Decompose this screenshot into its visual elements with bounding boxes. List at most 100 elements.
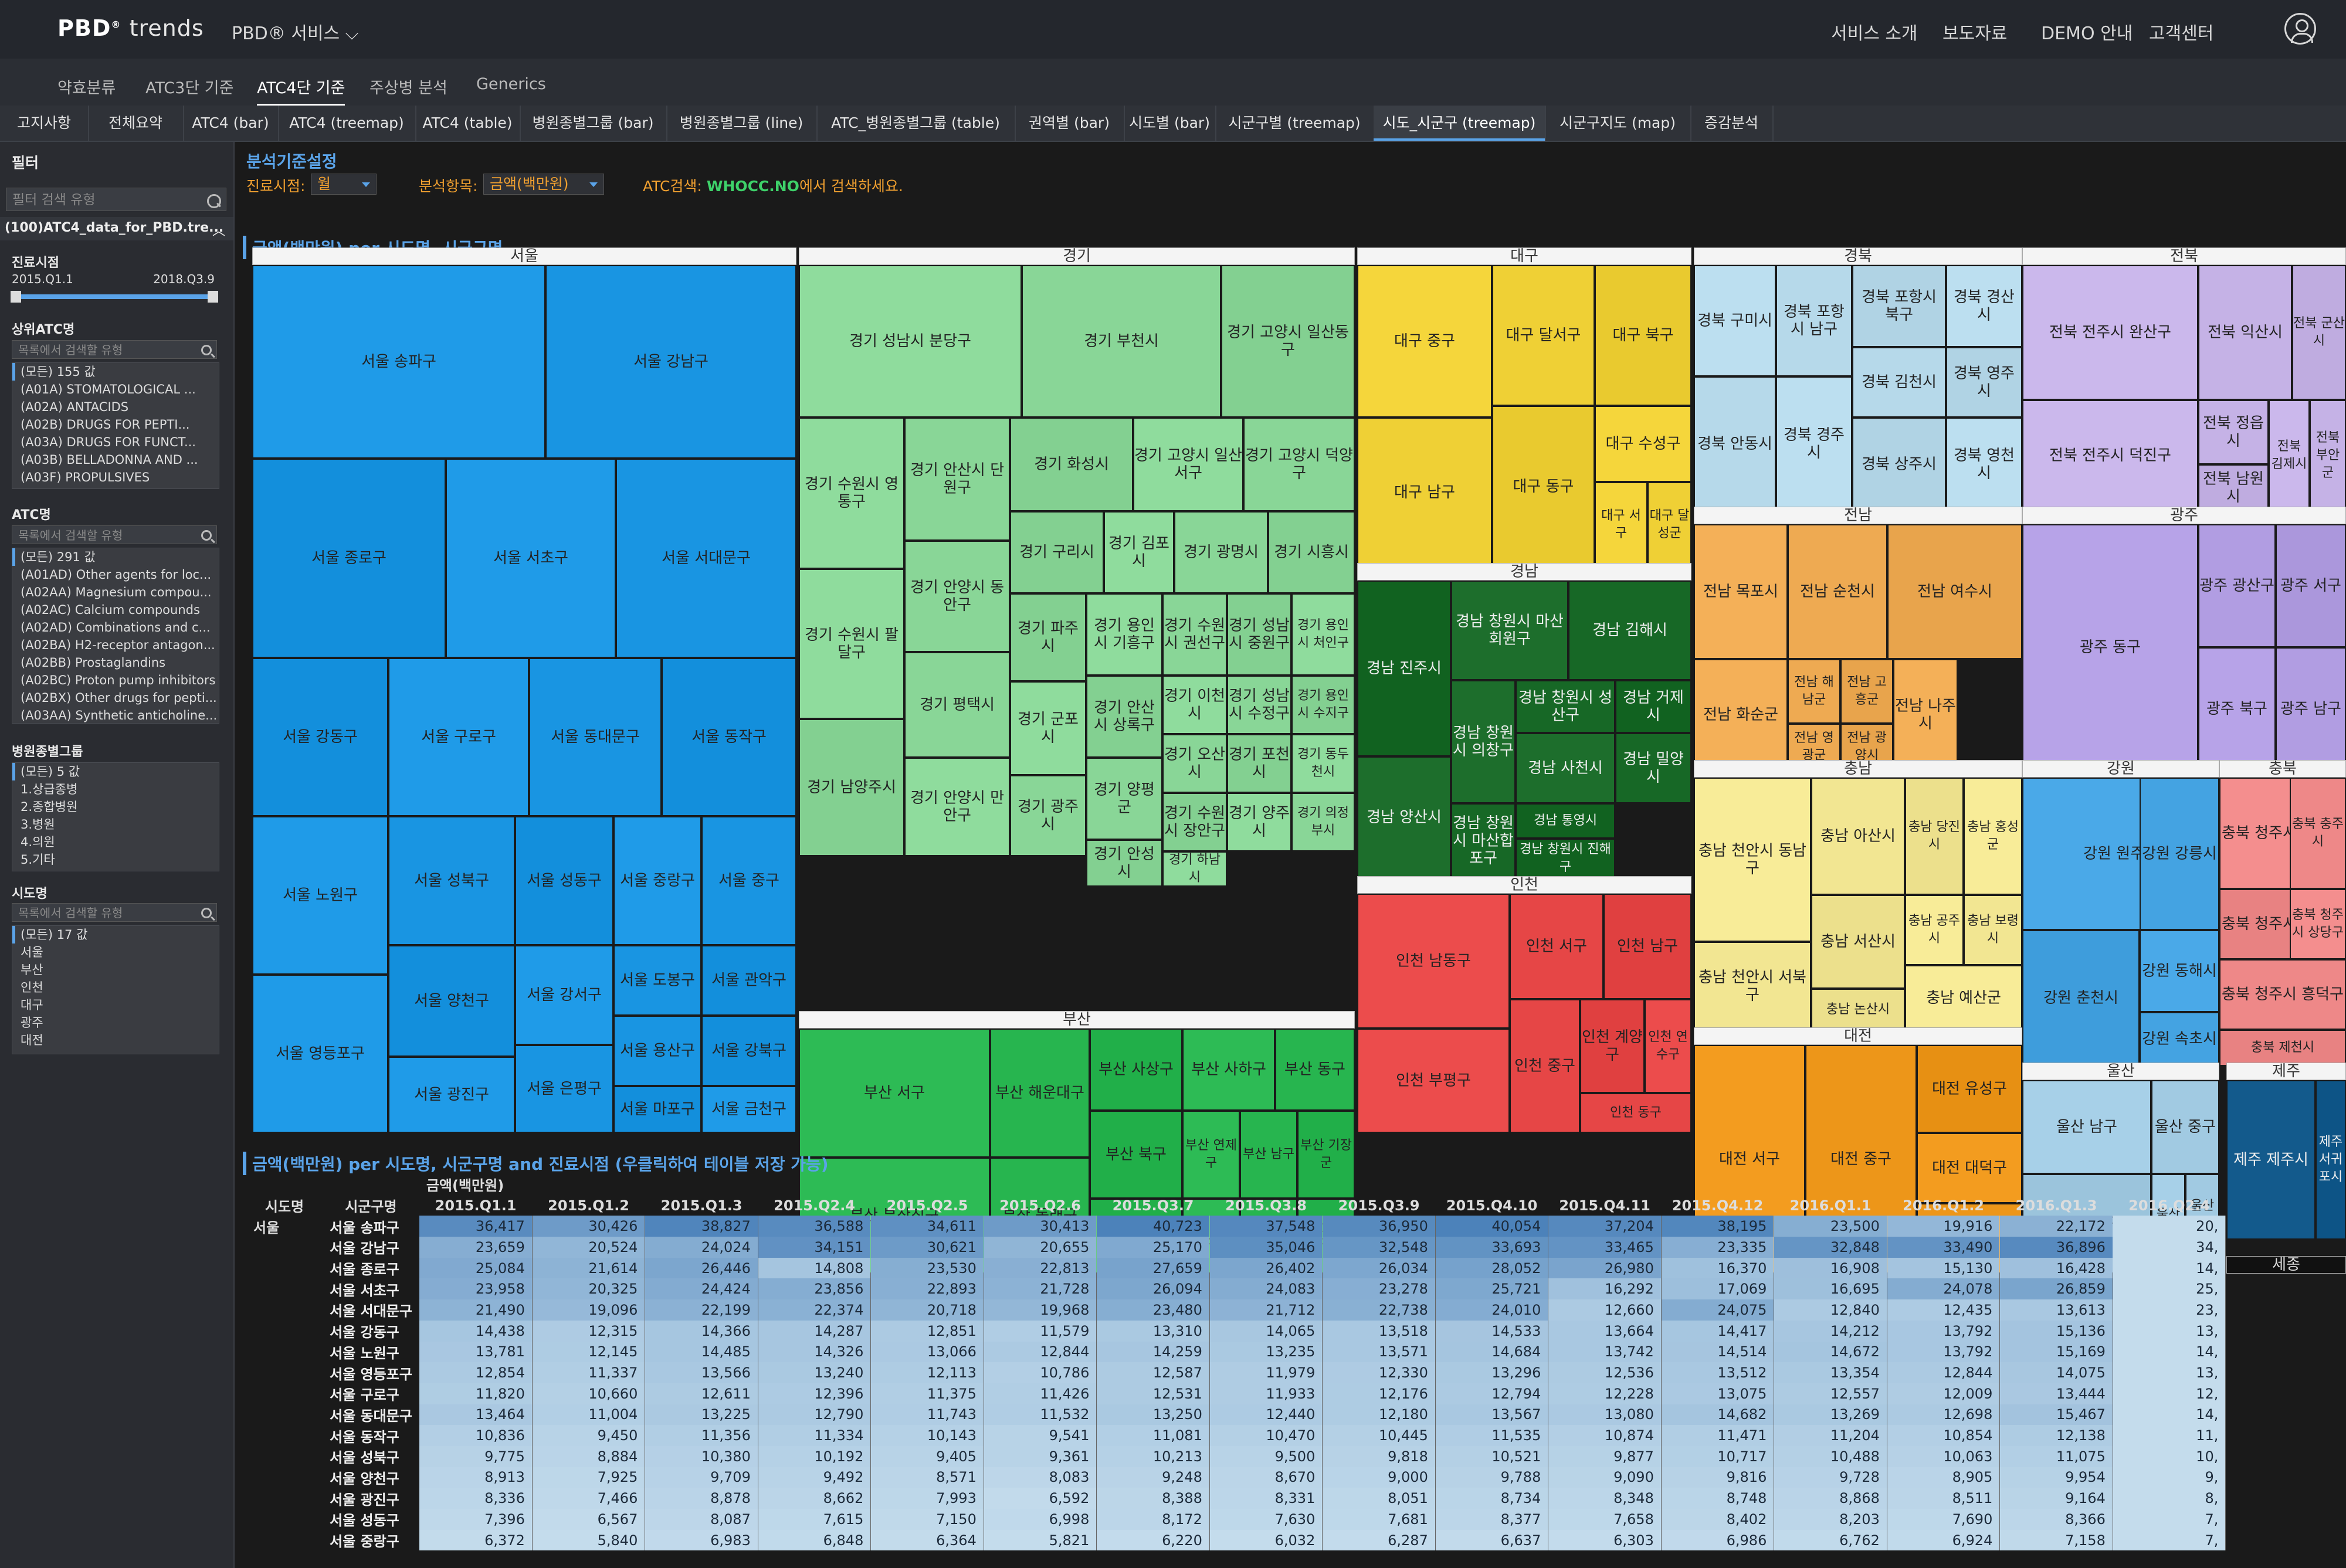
table-cell[interactable]: 11,081 (1096, 1425, 1210, 1446)
table-cell[interactable]: 34,611 (870, 1216, 984, 1237)
table-cell[interactable]: 14, (2113, 1404, 2226, 1426)
filter-option[interactable]: 서울 (21, 945, 43, 959)
treemap-cell[interactable]: 서울 광진구 (388, 1057, 515, 1133)
col-period[interactable]: 2015.Q2.4 (774, 1197, 856, 1214)
treemap-cell[interactable]: 전북 정읍시 (2198, 400, 2269, 464)
col-period[interactable]: 2015.Q4.11 (1559, 1197, 1650, 1214)
table-cell[interactable]: 12,660 (1548, 1299, 1662, 1321)
col-period[interactable]: 2015.Q4.10 (1446, 1197, 1538, 1214)
table-cell[interactable]: 24,010 (1435, 1299, 1549, 1321)
table-cell[interactable]: 12,854 (419, 1362, 533, 1383)
table-cell[interactable]: 11,426 (984, 1383, 1097, 1404)
treemap-cell[interactable]: 충남 천안시 서북구 (1694, 942, 1811, 1031)
table-cell[interactable]: 6,220 (1096, 1529, 1210, 1551)
table-cell[interactable]: 34, (2113, 1237, 2226, 1258)
table-cell[interactable]: 16,695 (1774, 1278, 1887, 1300)
table-cell[interactable]: 8,884 (532, 1445, 646, 1467)
table-cell[interactable]: 6,032 (1209, 1529, 1323, 1551)
filter-option[interactable]: 5.기타 (21, 853, 55, 867)
treemap-cell[interactable]: 경북 영주시 (1946, 347, 2022, 418)
table-cell[interactable]: 38,827 (645, 1216, 758, 1237)
table-cell[interactable]: 10, (2113, 1445, 2226, 1467)
filter-option[interactable]: (A02BA) H2-receptor antagon... (21, 638, 215, 652)
table-cell[interactable]: 7,150 (870, 1509, 984, 1530)
collapse-icon[interactable]: ︿ (212, 224, 225, 239)
filter-option[interactable]: 광주 (21, 1016, 43, 1030)
treemap-cell[interactable]: 인천 중구 (1510, 999, 1580, 1133)
table-cell[interactable]: 12,531 (1096, 1383, 1210, 1404)
subnav-drug-class[interactable]: 약효분류 (57, 79, 116, 97)
table-cell[interactable]: 11,356 (645, 1425, 758, 1446)
treemap-cell[interactable]: 서울 강북구 (701, 1016, 796, 1086)
col-period[interactable]: 2016.Q1.2 (1903, 1197, 1985, 1214)
table-cell[interactable]: 24,424 (645, 1278, 758, 1300)
table-cell[interactable]: 6,287 (1322, 1529, 1436, 1551)
filter-option[interactable]: (A02A) ANTACIDS (21, 400, 129, 414)
table-cell[interactable]: 11,532 (984, 1404, 1097, 1426)
treemap-cell[interactable]: 전남 고흥군 (1840, 659, 1893, 724)
treemap-cell[interactable]: 서울 강서구 (515, 945, 613, 1045)
treemap-cell[interactable]: 부산 사상구 (1090, 1029, 1182, 1111)
upper-atc-search[interactable]: 목록에서 검색할 유형 (12, 340, 217, 359)
table-cell[interactable]: 13,742 (1548, 1341, 1662, 1363)
treemap-cell[interactable]: 충남 공주시 (1905, 895, 1964, 965)
table-cell[interactable]: 8,670 (1209, 1467, 1323, 1488)
tab-0[interactable]: 고지사항 (0, 106, 89, 141)
table-cell[interactable]: 13,792 (1887, 1320, 2001, 1342)
table-cell[interactable]: 8,083 (984, 1467, 1097, 1488)
treemap-cell[interactable]: 서울 구로구 (388, 658, 529, 816)
table-cell[interactable]: 22,172 (1999, 1216, 2113, 1237)
treemap-cell[interactable]: 전북 김제시 (2269, 400, 2310, 511)
col-period[interactable]: 2016.Q2.4 (2128, 1197, 2211, 1214)
table-cell[interactable]: 13,235 (1209, 1341, 1323, 1363)
table-cell[interactable]: 12,794 (1435, 1383, 1549, 1404)
table-cell[interactable]: 28,052 (1435, 1257, 1549, 1279)
treemap-cell[interactable]: 전남 해남군 (1788, 659, 1840, 724)
table-row[interactable]: 서울 구로구 11,820 10,660 12,611 12,396 11,375 11,4… (246, 1383, 2226, 1404)
table-cell[interactable]: 36,950 (1322, 1216, 1436, 1237)
table-cell[interactable]: 21,712 (1209, 1299, 1323, 1321)
table-cell[interactable]: 10,488 (1774, 1445, 1887, 1467)
table-cell[interactable]: 9,090 (1548, 1467, 1662, 1488)
treemap-cell[interactable]: 인천 부평구 (1357, 1029, 1510, 1133)
table-cell[interactable]: 36,896 (1999, 1237, 2113, 1258)
table-cell[interactable]: 11,743 (870, 1404, 984, 1426)
filter-option[interactable]: 4.의원 (21, 835, 55, 849)
table-cell[interactable]: 37,548 (1209, 1216, 1323, 1237)
treemap-cell[interactable]: 전남 영광군 (1788, 724, 1840, 771)
table-cell[interactable]: 9,541 (984, 1425, 1097, 1446)
table-cell[interactable]: 33,490 (1887, 1237, 2001, 1258)
filter-option[interactable]: (A03F) PROPULSIVES (21, 470, 150, 484)
treemap-cell[interactable]: 경기 고양시 일산서구 (1133, 418, 1243, 511)
treemap-cell[interactable]: 경북 경산시 (1946, 265, 2022, 347)
subnav-atc3[interactable]: ATC3단 기준 (145, 79, 234, 97)
table-cell[interactable]: 13,613 (1999, 1299, 2113, 1321)
treemap-cell[interactable]: 경기 안성시 (1086, 840, 1162, 887)
treemap-cell[interactable]: 서울 금천구 (701, 1086, 796, 1133)
table-cell[interactable]: 9,164 (1999, 1488, 2113, 1509)
table-cell[interactable]: 8,087 (645, 1509, 758, 1530)
table-cell[interactable]: 7,690 (1887, 1509, 2001, 1530)
table-row[interactable]: 서울 광진구 8,336 7,466 8,878 8,662 7,993 6,592 8,38… (246, 1488, 2226, 1509)
treemap-cell[interactable]: 서울 중구 (701, 816, 796, 945)
table-cell[interactable]: 13,512 (1661, 1362, 1775, 1383)
table-cell[interactable]: 6,986 (1661, 1529, 1775, 1551)
table-row[interactable]: 서울 강남구 23,659 20,524 24,024 34,151 30,621 20,6… (246, 1237, 2226, 1258)
treemap-cell[interactable]: 전남 목포시 (1694, 524, 1788, 659)
table-cell[interactable]: 21,728 (984, 1278, 1097, 1300)
treemap-cell[interactable]: 경기 화성시 (1010, 418, 1133, 511)
filter-option[interactable]: (A02AA) Magnesium compou... (21, 585, 212, 599)
treemap-cell[interactable]: 경기 양주시 (1227, 793, 1291, 851)
table-cell[interactable]: 12,315 (532, 1320, 646, 1342)
treemap-cell[interactable]: 경남 진주시 (1357, 581, 1451, 756)
tab-3[interactable]: ATC4 (treemap) (278, 106, 416, 141)
table-cell[interactable]: 13,464 (419, 1404, 533, 1426)
table-cell[interactable]: 36,417 (419, 1216, 533, 1237)
treemap-cell[interactable]: 광주 광산구 (2198, 524, 2276, 647)
table-row[interactable]: 서울 동대문구 13,464 11,004 13,225 12,790 11,743 11,… (246, 1404, 2226, 1426)
table-cell[interactable]: 13,310 (1096, 1320, 1210, 1342)
table-cell[interactable]: 25,170 (1096, 1237, 1210, 1258)
table-cell[interactable]: 7,615 (758, 1509, 872, 1530)
col-period[interactable]: 2016.Q1.1 (1789, 1197, 1872, 1214)
col-period[interactable]: 2015.Q1.1 (435, 1197, 517, 1214)
